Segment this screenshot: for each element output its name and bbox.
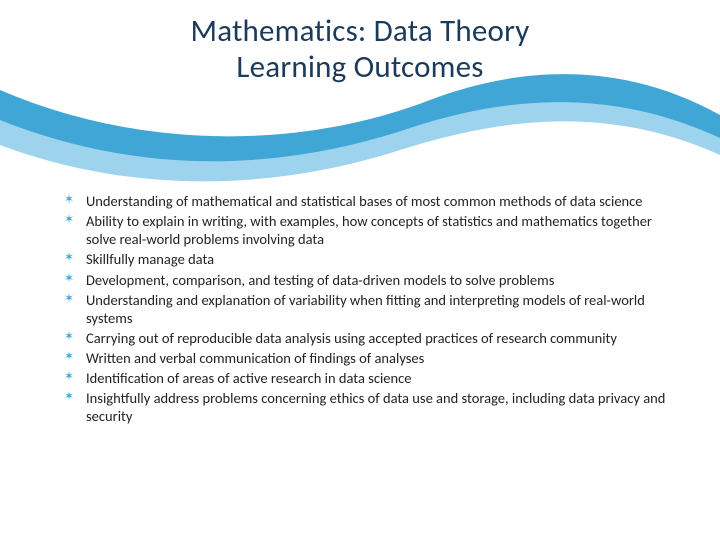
list-item: Skillfully manage data	[62, 250, 680, 268]
content-area: Understanding of mathematical and statis…	[62, 192, 680, 428]
outcomes-list: Understanding of mathematical and statis…	[62, 192, 680, 426]
list-item: Development, comparison, and testing of …	[62, 271, 680, 289]
list-item: Understanding of mathematical and statis…	[62, 192, 680, 210]
list-item: Ability to explain in writing, with exam…	[62, 212, 680, 248]
list-item: Identification of areas of active resear…	[62, 369, 680, 387]
slide: Mathematics: Data Theory Learning Outcom…	[0, 0, 720, 540]
slide-title: Mathematics: Data Theory Learning Outcom…	[0, 14, 720, 85]
title-line-1: Mathematics: Data Theory	[0, 14, 720, 50]
list-item: Understanding and explanation of variabi…	[62, 291, 680, 327]
list-item: Written and verbal communication of find…	[62, 349, 680, 367]
title-line-2: Learning Outcomes	[0, 50, 720, 86]
list-item: Carrying out of reproducible data analys…	[62, 329, 680, 347]
list-item: Insightfully address problems concerning…	[62, 389, 680, 425]
